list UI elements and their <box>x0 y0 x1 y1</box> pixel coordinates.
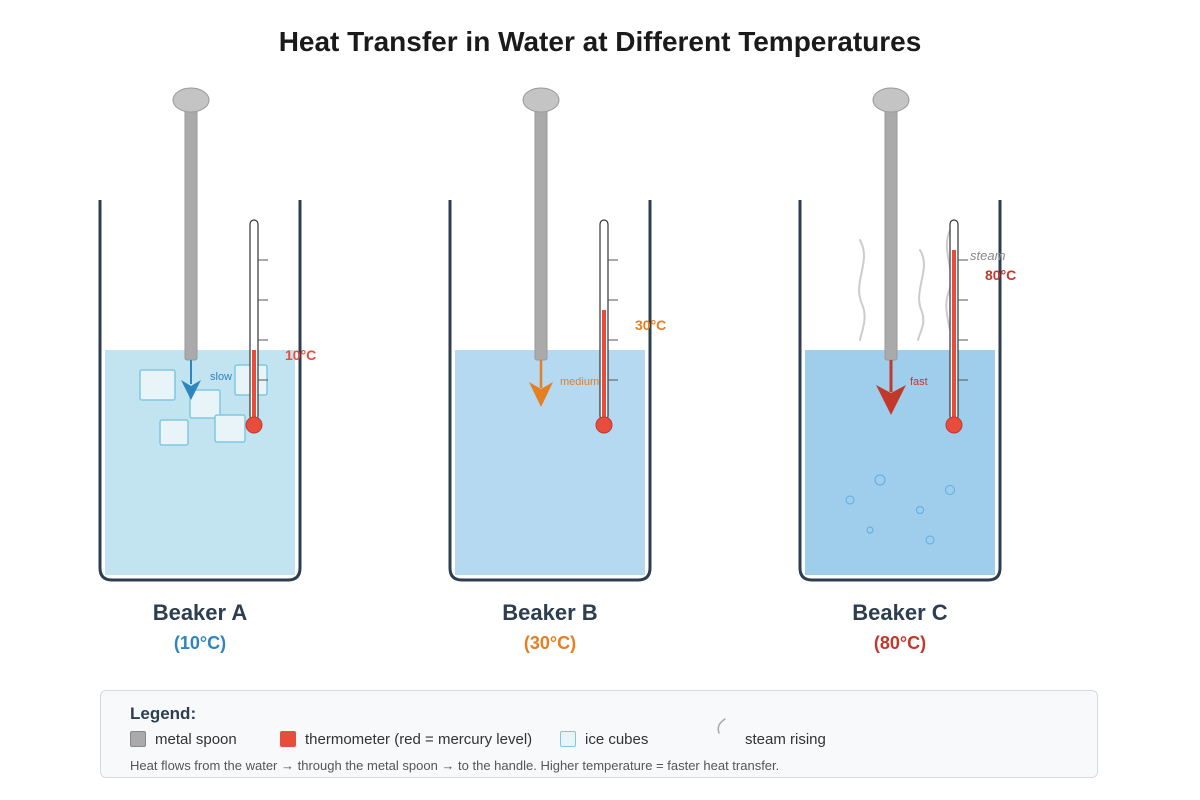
mercury-column <box>952 250 956 420</box>
heat-flow-arrow <box>876 360 906 415</box>
legend-note: Heat flows from the water → through the … <box>130 758 780 773</box>
beaker-a: slow 10°C Beaker A (10°C) <box>98 87 316 653</box>
arrow-label: medium <box>560 376 599 388</box>
thermometer-bulb <box>245 416 263 434</box>
beaker-outline <box>448 200 652 582</box>
thermometer-bulb <box>595 416 613 434</box>
mercury-column <box>602 310 606 420</box>
beaker-outline <box>98 200 302 582</box>
metal-spoon <box>522 87 560 361</box>
thermometer <box>945 219 968 434</box>
metal-spoon <box>872 87 910 361</box>
beaker-b: medium 30°C Beaker B (30°C) <box>448 87 666 653</box>
heat-flow-arrow <box>529 360 553 407</box>
bubble <box>866 526 874 534</box>
beaker-label: Beaker B <box>502 600 597 625</box>
ice-cube <box>214 414 246 443</box>
steam-wisp <box>945 229 953 331</box>
arrow-label: slow <box>210 371 232 383</box>
mercury-column <box>252 350 256 420</box>
thermometer-bulb <box>945 416 963 434</box>
spoon-swatch <box>130 731 146 747</box>
bubble <box>925 535 935 545</box>
legend-item-label: steam rising <box>745 730 826 748</box>
thermometer-reading: 10°C <box>285 347 316 363</box>
thermometer-reading: 80°C <box>985 267 1016 283</box>
water-c <box>805 350 995 575</box>
ice-cube-swatch <box>560 731 576 747</box>
ice-cube <box>189 389 221 419</box>
diagram-title: Heat Transfer in Water at Different Temp… <box>279 26 922 57</box>
ice-cube <box>139 369 176 401</box>
legend-item-thermometer: thermometer (red = mercury level) <box>280 730 532 748</box>
steam <box>858 229 953 341</box>
ice-cube <box>159 419 189 446</box>
steam-label: steam <box>970 248 1006 263</box>
legend-title: Legend: <box>130 704 197 723</box>
heat-flow-arrow <box>181 360 201 400</box>
beaker-temperature: (80°C) <box>874 633 926 653</box>
beaker-outline <box>798 200 1002 582</box>
bubbles <box>845 474 955 545</box>
thermometer <box>245 219 268 434</box>
beaker-temperature: (10°C) <box>174 633 226 653</box>
bubble <box>874 474 886 486</box>
beaker-c: fast steam 80°C Beaker C (80°C) <box>798 87 1016 653</box>
legend-item-label: ice cubes <box>585 730 649 748</box>
legend-item-ice: ice cubes <box>560 730 648 748</box>
bubble <box>845 495 855 505</box>
beaker-label: Beaker C <box>852 600 948 625</box>
steam-icon <box>717 718 726 734</box>
beaker-label: Beaker A <box>153 600 248 625</box>
thermometer <box>595 219 618 434</box>
steam-wisp <box>917 249 925 341</box>
bubble <box>945 485 955 495</box>
thermometer-swatch <box>280 731 296 747</box>
thermometer-reading: 30°C <box>635 317 666 333</box>
legend: Legend: metal spoon thermometer (red = m… <box>100 690 1098 778</box>
metal-spoon <box>172 87 210 361</box>
bubble <box>916 506 924 514</box>
beaker-temperature: (30°C) <box>524 633 576 653</box>
legend-item-label: metal spoon <box>155 730 237 748</box>
steam-wisp <box>858 239 866 341</box>
legend-item-steam: steam rising <box>711 718 826 748</box>
arrow-label: fast <box>910 376 928 388</box>
legend-item-spoon: metal spoon <box>130 730 237 748</box>
legend-item-label: thermometer (red = mercury level) <box>305 730 533 748</box>
